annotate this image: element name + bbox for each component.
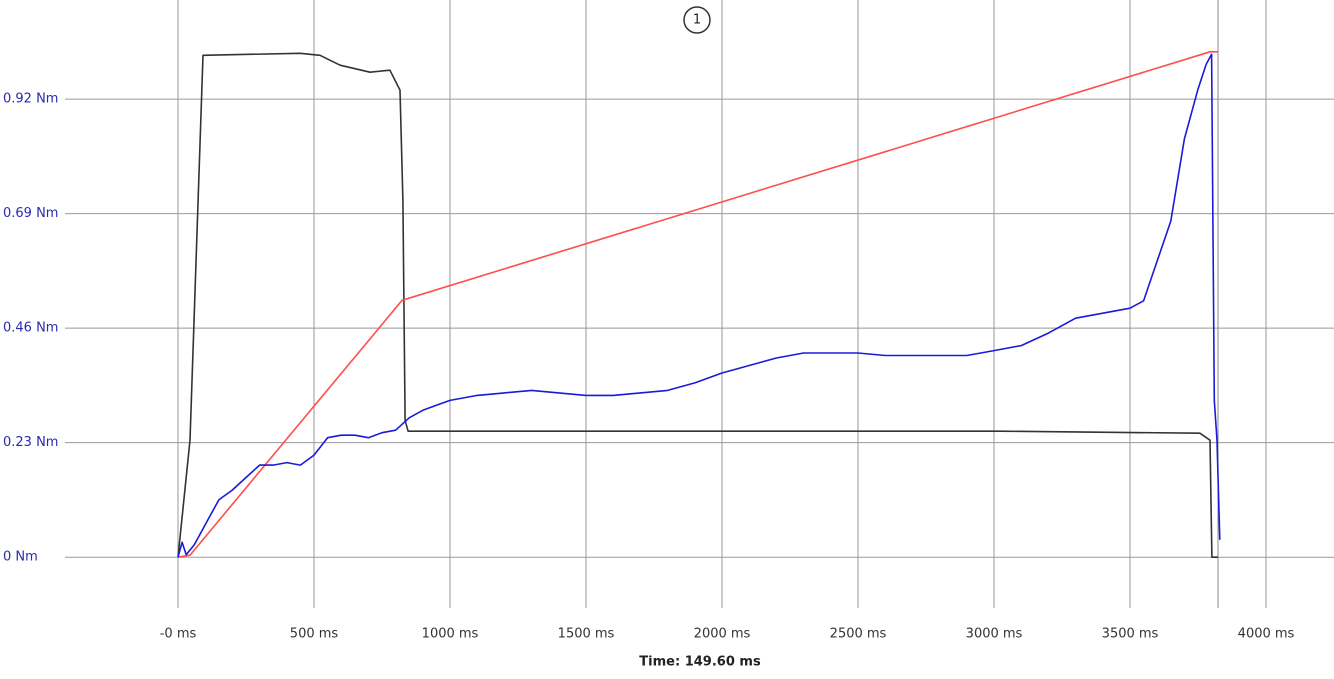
marker-badge xyxy=(683,6,711,34)
y-tick-label: 0 Nm xyxy=(3,550,38,565)
x-tick-label: 4000 ms xyxy=(1238,627,1295,642)
y-tick-label: 0.69 Nm xyxy=(3,206,58,221)
x-tick-label: 3500 ms xyxy=(1102,627,1159,642)
y-tick-label: 0.92 Nm xyxy=(3,92,58,107)
series-line xyxy=(177,53,1221,558)
series-line xyxy=(177,52,1219,558)
x-tick-label: 3000 ms xyxy=(966,627,1023,642)
y-tick-label: 0.23 Nm xyxy=(3,435,58,450)
x-tick-label: 2000 ms xyxy=(694,627,751,642)
x-axis-label: Time: 149.60 ms xyxy=(639,655,761,670)
marker-label: 1 xyxy=(693,13,701,28)
x-tick-label: 1000 ms xyxy=(422,627,479,642)
x-tick-label: 2500 ms xyxy=(830,627,887,642)
x-tick-label: -0 ms xyxy=(160,627,197,642)
x-tick-label: 500 ms xyxy=(290,627,339,642)
x-tick-label: 1500 ms xyxy=(558,627,615,642)
y-tick-label: 0.46 Nm xyxy=(3,321,58,336)
series-line xyxy=(177,51,1219,558)
